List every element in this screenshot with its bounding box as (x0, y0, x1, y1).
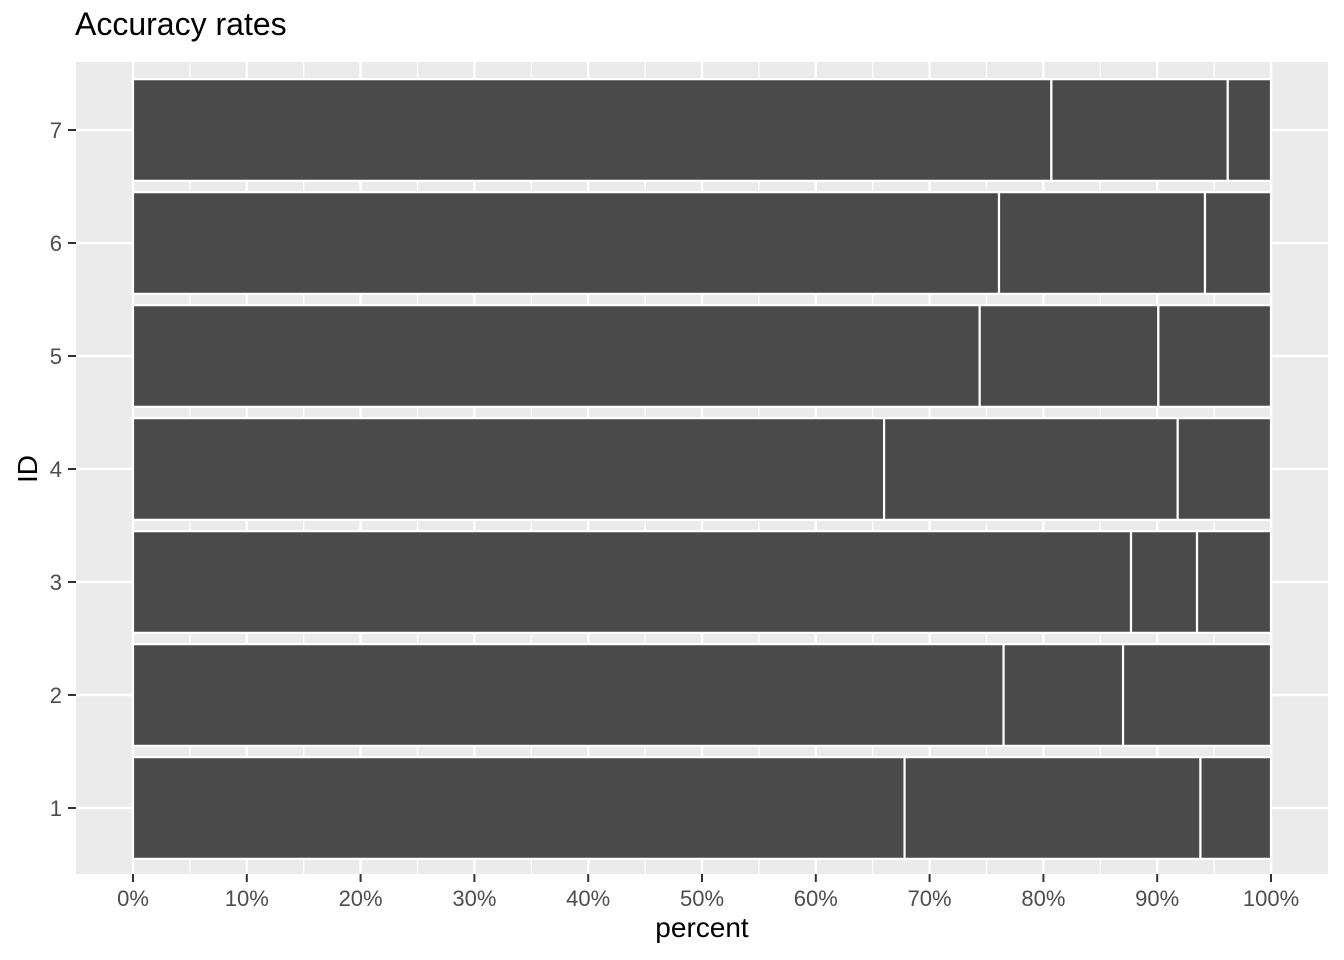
y-tick-label: 2 (50, 683, 62, 708)
y-axis-label: ID (12, 455, 43, 483)
bar-segment-id5-s2 (978, 304, 1160, 408)
bar-segment-id5-s3 (1157, 304, 1273, 408)
bar-segment-id7-s2 (1050, 78, 1229, 182)
y-tick-label: 5 (50, 344, 62, 369)
x-tick-label: 80% (1021, 886, 1065, 911)
bar-segment-id1-s2 (903, 756, 1202, 860)
y-tick-label: 4 (50, 457, 62, 482)
x-tick-label: 0% (117, 886, 149, 911)
x-tick-label: 40% (566, 886, 610, 911)
y-tick-label: 7 (50, 118, 62, 143)
x-axis-label: percent (655, 912, 749, 943)
bar-segment-id3-s3 (1195, 530, 1273, 634)
x-tick-label: 50% (680, 886, 724, 911)
x-tick-label: 100% (1243, 886, 1299, 911)
y-tick-label: 6 (50, 231, 62, 256)
x-tick-label: 90% (1135, 886, 1179, 911)
bar-segment-id7-s1 (131, 78, 1053, 182)
bar-segment-id6-s3 (1203, 191, 1273, 295)
bar-segment-id1-s1 (131, 756, 906, 860)
bar-segment-id3-s1 (131, 530, 1133, 634)
chart-title: Accuracy rates (75, 6, 287, 42)
bar-segment-id2-s2 (1002, 643, 1125, 747)
x-tick-label: 10% (225, 886, 269, 911)
bar-segment-id4-s2 (882, 417, 1179, 521)
y-tick-label: 3 (50, 570, 62, 595)
bar-segment-id1-s3 (1199, 756, 1273, 860)
x-tick-label: 30% (452, 886, 496, 911)
bar-segment-id2-s1 (131, 643, 1005, 747)
x-tick-label: 60% (794, 886, 838, 911)
x-tick-label: 20% (339, 886, 383, 911)
bar-segment-id3-s2 (1129, 530, 1199, 634)
bar-segment-id6-s2 (997, 191, 1207, 295)
bar-segment-id4-s3 (1176, 417, 1273, 521)
bar-segment-id6-s1 (131, 191, 1001, 295)
x-tick-label: 70% (908, 886, 952, 911)
bar-segment-id2-s3 (1121, 643, 1273, 747)
bar-segment-id7-s3 (1226, 78, 1273, 182)
bar-segment-id5-s1 (131, 304, 981, 408)
bar-segment-id4-s1 (131, 417, 886, 521)
y-tick-label: 1 (50, 796, 62, 821)
